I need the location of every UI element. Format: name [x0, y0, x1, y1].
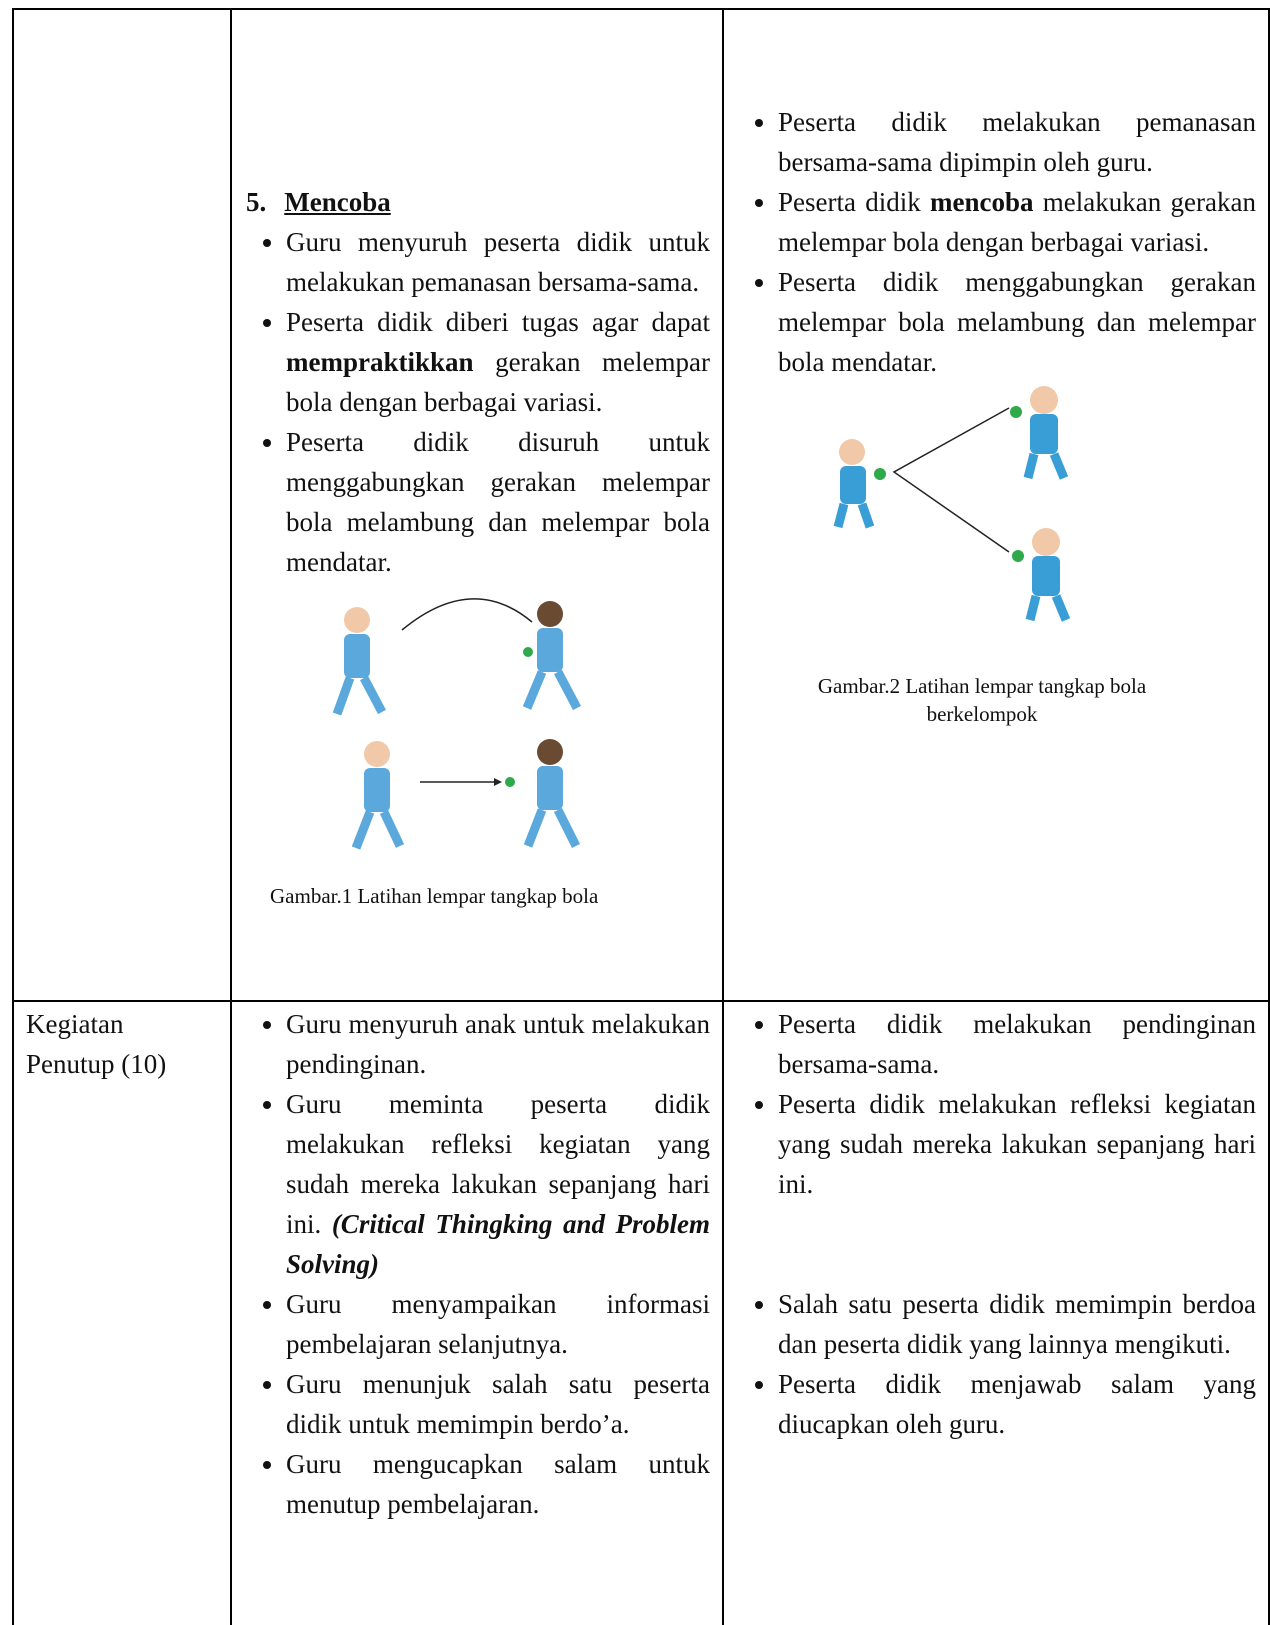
figure-1: [332, 598, 581, 850]
legs: [833, 502, 875, 529]
item: Peserta didik diberi tugas agar dapat me…: [286, 302, 710, 422]
text: Guru meminta peserta didik melakukan ref…: [286, 1089, 710, 1239]
figure-person: [523, 739, 581, 849]
ball: [505, 777, 515, 787]
figure-person: [1012, 528, 1071, 622]
legs: [523, 807, 581, 849]
lines: [892, 407, 1010, 553]
text: gerakan melempar bola dengan berbagai va…: [286, 347, 710, 417]
body: [840, 466, 866, 504]
bold-text: mencoba: [930, 187, 1034, 217]
text: Peserta didik diberi tugas agar dapat: [286, 307, 710, 337]
student-list: Peserta didik melakukan pemanasan bersam…: [724, 102, 1268, 382]
legs: [351, 810, 405, 850]
figure-person: [351, 741, 405, 850]
cell: [12, 8, 232, 1002]
legs: [1025, 594, 1071, 622]
figure-person: [332, 607, 386, 716]
heading-number: 5.: [246, 187, 267, 217]
head: [537, 601, 563, 627]
head: [364, 741, 390, 767]
ball: [1012, 550, 1024, 562]
legs: [522, 669, 581, 711]
figure-person: [522, 601, 581, 711]
body: [1032, 556, 1060, 596]
head: [839, 439, 865, 465]
body: [537, 766, 563, 810]
item: Peserta didik melakukan refleksi kegiata…: [778, 1084, 1256, 1204]
ball: [874, 468, 886, 480]
heading: 5. Mencoba: [232, 182, 722, 222]
caption: Gambar.1 Latihan lempar tangkap bola: [270, 884, 599, 908]
ball: [523, 647, 533, 657]
item: Salah satu peserta didik memimpin berdoa…: [778, 1284, 1256, 1364]
row: Kegiatan Penutup (10) Guru menyuruh anak…: [12, 1000, 1270, 1625]
item: Guru mengucapkan salam untuk menutup pem…: [286, 1444, 710, 1524]
cell: Guru menyuruh anak untuk melakukan pendi…: [230, 1000, 724, 1625]
ball: [1010, 406, 1022, 418]
cell: Peserta didik melakukan pendinginan bers…: [722, 1000, 1270, 1625]
item: Guru meminta peserta didik melakukan ref…: [286, 1084, 710, 1284]
body: [1030, 414, 1058, 454]
item: Guru menyampaikan informasi pembelajaran…: [286, 1284, 710, 1364]
item: Peserta didik disuruh untuk menggabungka…: [286, 422, 710, 582]
student-list: Peserta didik melakukan pendinginan bers…: [724, 1004, 1268, 1444]
figure-2: [833, 386, 1071, 622]
cell: 5. Mencoba Guru menyuruh peserta didik un…: [230, 8, 724, 1002]
cell: Kegiatan Penutup (10): [12, 1000, 232, 1625]
item: Guru menunjuk salah satu peserta didik u…: [286, 1364, 710, 1444]
text: melakukan gerakan melempar bola dengan b…: [778, 187, 1256, 257]
cell: Peserta didik melakukan pemanasan bersam…: [722, 8, 1270, 1002]
head: [537, 739, 563, 765]
teacher-list: Guru menyuruh peserta didik untuk melaku…: [232, 222, 722, 582]
figure-person: [833, 439, 886, 529]
row: 5. Mencoba Guru menyuruh peserta didik un…: [12, 8, 1270, 1002]
head: [344, 607, 370, 633]
lesson-table: 5. Mencoba Guru menyuruh peserta didik un…: [12, 8, 1270, 1625]
head: [1030, 386, 1058, 414]
item: Guru menyuruh peserta didik untuk melaku…: [286, 222, 710, 302]
head: [1032, 528, 1060, 556]
item: Peserta didik melakukan pemanasan bersam…: [778, 102, 1256, 182]
arc: [401, 598, 533, 631]
teacher-list: Guru menyuruh anak untuk melakukan pendi…: [232, 1004, 722, 1524]
legs: [1023, 452, 1069, 480]
body: [537, 628, 563, 672]
item: Guru menyuruh anak untuk melakukan pendi…: [286, 1004, 710, 1084]
figure-person: [1010, 386, 1069, 480]
item: Peserta didik mencoba melakukan gerakan …: [778, 182, 1256, 262]
item: Peserta didik melakukan pendinginan bers…: [778, 1004, 1256, 1084]
item: Peserta didik menjawab salam yang diucap…: [778, 1364, 1256, 1444]
bold-italic-text: (Critical Thingking and Problem Solving): [286, 1209, 710, 1279]
arrow-head: [494, 778, 502, 786]
heading-text: Mencoba: [284, 187, 391, 217]
caption: Gambar.2 Latihan lempar tangkap bola ber…: [817, 674, 1147, 726]
item: Peserta didik menggabungkan gerakan mele…: [778, 262, 1256, 382]
bold-text: mempraktikkan: [286, 347, 474, 377]
body: [364, 768, 390, 812]
stage: Kegiatan Penutup (10): [26, 1009, 167, 1079]
text: Peserta didik: [778, 187, 931, 217]
body: [344, 634, 370, 678]
legs: [332, 675, 386, 716]
